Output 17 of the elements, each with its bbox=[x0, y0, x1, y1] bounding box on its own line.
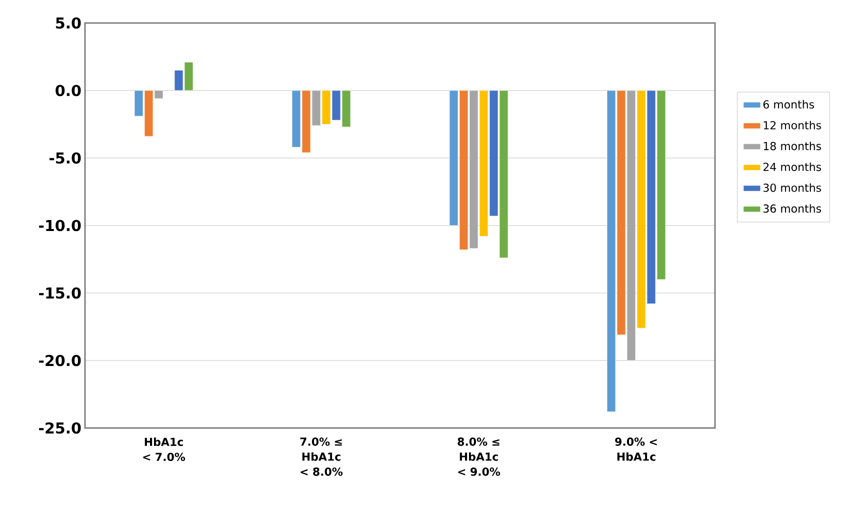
y-tick-label: -10.0 bbox=[39, 220, 81, 232]
x-tick-label: 9.0% < HbA1c bbox=[615, 438, 657, 461]
y-tick-label: -5.0 bbox=[49, 152, 81, 164]
y-tick-label: 0.0 bbox=[56, 84, 81, 96]
y-tick-label: -20.0 bbox=[39, 354, 81, 366]
y-tick-label: -25.0 bbox=[39, 422, 81, 434]
legend-label: 24 months bbox=[763, 162, 822, 172]
legend-label: 12 months bbox=[764, 120, 822, 130]
legend-label: 6 months bbox=[763, 100, 814, 109]
x-tick-label: HbA1c < 7.0% bbox=[143, 438, 186, 462]
legend-label: 36 months bbox=[764, 204, 822, 213]
y-tick-label: -15.0 bbox=[39, 287, 81, 299]
legend-label: 30 months bbox=[764, 183, 822, 192]
legend-label: 18 months bbox=[764, 142, 822, 150]
y-tick-label: 5.0 bbox=[56, 17, 81, 29]
x-tick-label: 7.0% ≤ HbA1c < 8.0% bbox=[300, 438, 343, 476]
x-tick-label: 8.0% ≤ HbA1c < 9.0% bbox=[458, 438, 500, 476]
